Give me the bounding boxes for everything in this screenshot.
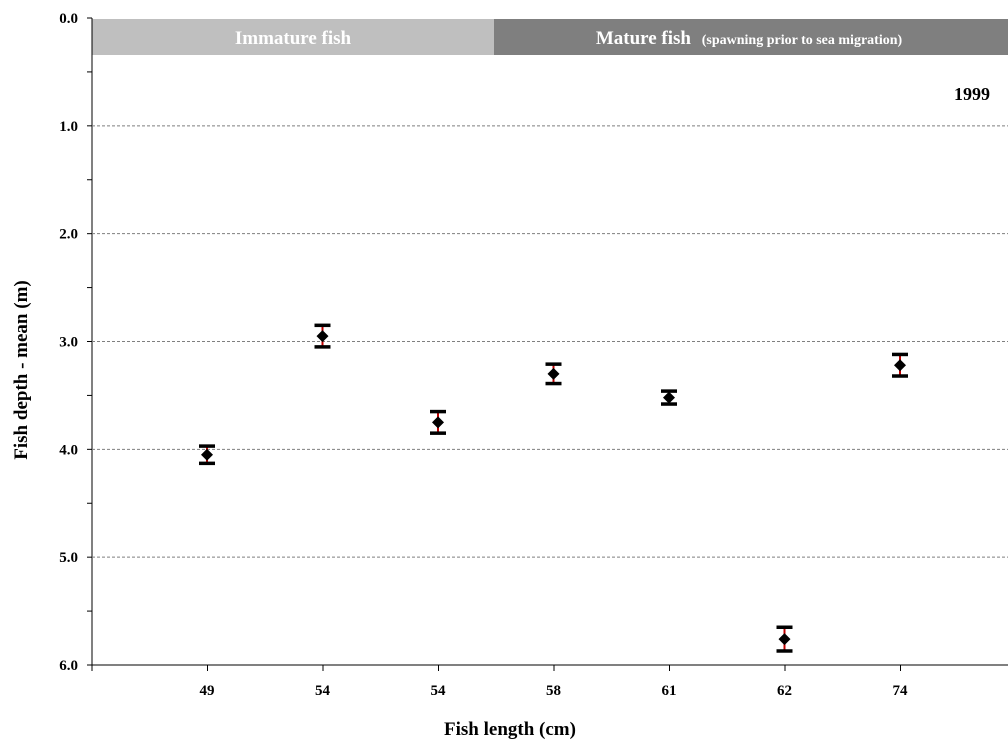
y-tick-label: 5.0 [59, 550, 78, 566]
diamond-marker [201, 448, 213, 461]
x-tick-label: 61 [662, 683, 677, 699]
data-point [314, 323, 331, 349]
banner-mature-label: Mature fish (spawning prior to sea migra… [596, 28, 903, 49]
banner-mature [494, 19, 1008, 55]
banner-mature-title: Mature fish [596, 28, 692, 49]
data-point [776, 625, 793, 653]
diamond-marker [316, 330, 329, 343]
y-ticks: 0.0 1.0 2.0 3.0 4.0 5.0 6.0 [59, 11, 92, 674]
data-point [661, 389, 677, 406]
x-tick-label: 49 [200, 683, 215, 699]
y-tick-label: 0.0 [59, 11, 78, 27]
diamond-marker [547, 367, 560, 380]
x-axis-title: Fish length (cm) [444, 719, 576, 740]
banner-immature [92, 19, 494, 55]
y-tick-label: 4.0 [59, 442, 78, 458]
y-tick-label: 2.0 [59, 227, 78, 243]
y-axis-title: Fish depth - mean (m) [11, 280, 32, 459]
data-point [199, 444, 215, 466]
data-point [892, 352, 908, 378]
diamond-marker [778, 633, 791, 646]
diamond-marker [663, 391, 675, 404]
y-tick-label: 3.0 [59, 335, 78, 351]
y-tick-label: 1.0 [59, 119, 78, 135]
data-point [430, 409, 446, 435]
banner-mature-note: (spawning prior to sea migration) [702, 33, 903, 48]
year-annotation: 1999 [954, 84, 990, 104]
x-ticks: 49 54 54 58 61 62 74 [91, 665, 909, 699]
y-tick-label: 6.0 [59, 658, 78, 674]
diamond-marker [432, 416, 444, 429]
diamond-marker [894, 359, 906, 372]
x-tick-label: 54 [431, 683, 447, 699]
x-tick-label: 54 [315, 683, 331, 699]
banner-immature-label: Immature fish [235, 28, 352, 49]
x-tick-label: 58 [546, 683, 561, 699]
x-tick-label: 74 [893, 683, 909, 699]
data-point [545, 362, 562, 386]
data-points [199, 323, 908, 653]
x-tick-label: 62 [777, 683, 792, 699]
gridlines [92, 125, 1008, 558]
